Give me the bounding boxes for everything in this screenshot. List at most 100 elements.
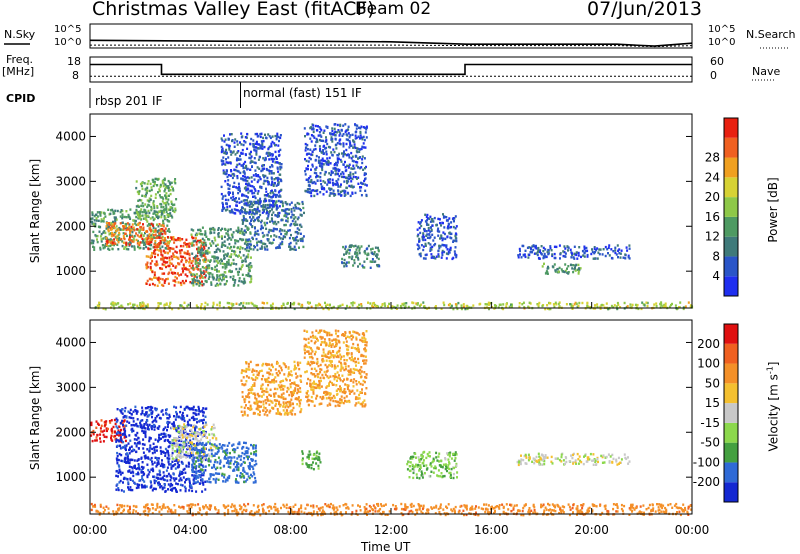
velocity-cell xyxy=(176,442,179,445)
power-cell xyxy=(112,304,115,307)
velocity-cell xyxy=(201,435,204,439)
power-cell xyxy=(443,226,446,229)
power-cell xyxy=(452,307,455,311)
velocity-cell xyxy=(183,441,186,445)
power-cell xyxy=(98,211,101,214)
velocity-cell xyxy=(140,465,143,469)
power-cell xyxy=(535,244,537,248)
power-cell xyxy=(364,177,367,180)
velocity-cell xyxy=(157,413,160,417)
power-cell xyxy=(320,183,323,186)
velocity-cell xyxy=(191,441,193,444)
power-cell xyxy=(139,246,142,250)
power-cell xyxy=(154,248,157,252)
power-cell xyxy=(227,144,230,147)
power-cell xyxy=(96,211,99,214)
power-cell xyxy=(462,305,465,309)
power-cell xyxy=(141,241,144,244)
velocity-cell xyxy=(127,486,129,489)
power-cell xyxy=(449,236,452,239)
velocity-cell xyxy=(187,452,189,455)
velocity-cell xyxy=(211,426,214,429)
power-cell xyxy=(153,182,156,186)
power-cell xyxy=(332,189,335,192)
velocity-cell xyxy=(140,413,143,416)
power-cell xyxy=(325,150,328,153)
power-cell xyxy=(143,307,146,311)
power-cell xyxy=(232,195,235,198)
power-cell xyxy=(151,278,154,281)
power-cell xyxy=(295,242,298,245)
power-cell xyxy=(246,184,249,187)
power-cell xyxy=(166,214,169,217)
power-cell xyxy=(268,135,271,138)
power-cell xyxy=(248,243,251,246)
power-cell xyxy=(248,200,251,203)
power-cell xyxy=(316,179,319,182)
power-cell xyxy=(245,255,248,258)
power-cell xyxy=(162,224,165,227)
velocity-cell xyxy=(159,486,162,489)
power-cell xyxy=(279,134,282,137)
power-cell xyxy=(586,253,589,257)
power-cell xyxy=(447,303,450,307)
power-cell xyxy=(133,211,136,215)
power-cell xyxy=(418,239,421,242)
power-cell xyxy=(144,217,147,220)
power-cell xyxy=(571,307,574,310)
power-cell xyxy=(613,304,616,307)
power-cell xyxy=(331,140,334,143)
power-cell xyxy=(608,254,611,257)
power-cell xyxy=(351,155,354,158)
power-cell xyxy=(549,307,552,311)
power-cell xyxy=(364,146,367,149)
power-cell xyxy=(201,276,204,279)
velocity-cell xyxy=(179,405,182,409)
power-cell xyxy=(157,253,159,257)
power-cell xyxy=(327,161,330,164)
velocity-cell xyxy=(173,425,176,428)
power-cell xyxy=(577,270,580,273)
power-cell xyxy=(205,235,208,238)
velocity-cell xyxy=(136,472,139,476)
power-cell xyxy=(253,187,256,191)
power-cell xyxy=(268,158,271,161)
power-cell xyxy=(598,253,601,256)
power-cell xyxy=(431,245,434,249)
power-cell xyxy=(531,251,533,254)
power-cell xyxy=(138,198,141,202)
power-cell xyxy=(452,217,455,220)
power-cell xyxy=(250,256,252,259)
velocity-cell xyxy=(147,406,150,409)
power-cell xyxy=(169,302,171,306)
power-cell xyxy=(272,172,275,175)
power-cell xyxy=(235,197,237,200)
power-cell xyxy=(250,219,252,223)
power-cell xyxy=(157,304,160,308)
power-cell xyxy=(162,197,165,200)
velocity-cell xyxy=(242,460,245,464)
power-cell xyxy=(319,127,322,130)
power-cell xyxy=(553,305,556,309)
power-cell xyxy=(618,252,621,255)
velocity-cell xyxy=(167,417,170,420)
power-cell xyxy=(358,126,360,129)
power-cell xyxy=(138,241,141,245)
velocity-cell xyxy=(195,409,198,412)
power-cell xyxy=(626,305,629,308)
power-cell xyxy=(228,187,231,191)
power-cell xyxy=(266,176,269,180)
power-cell xyxy=(330,151,333,154)
power-cell xyxy=(131,245,133,248)
power-cell xyxy=(121,228,124,231)
power-cell xyxy=(277,221,280,224)
power-cell xyxy=(309,301,311,305)
power-cell xyxy=(258,155,261,159)
power-cell xyxy=(342,142,345,145)
power-cell xyxy=(146,279,149,283)
power-cell xyxy=(301,303,304,307)
power-cell xyxy=(146,265,149,269)
power-cell xyxy=(599,306,602,309)
power-cell xyxy=(345,251,348,255)
velocity-cell xyxy=(185,456,188,459)
